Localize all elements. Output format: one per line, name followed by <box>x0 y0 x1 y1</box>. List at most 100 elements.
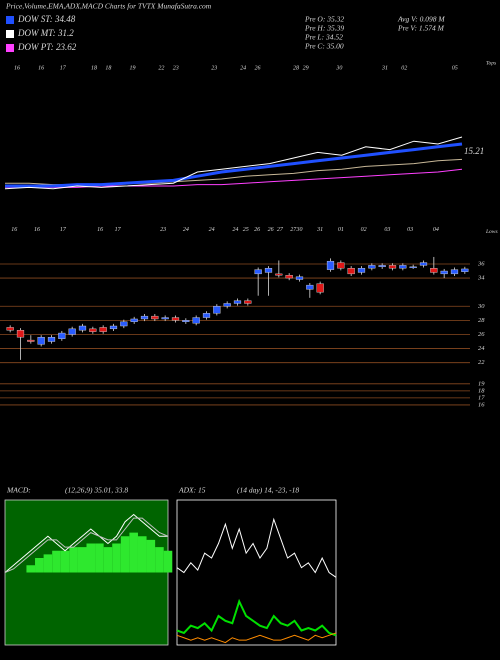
histogram-bar <box>43 554 53 573</box>
candle-body <box>161 317 169 320</box>
histogram-bar <box>120 536 130 573</box>
candle-body <box>130 318 138 322</box>
panel-subtitle: (12,26,9) 35.01, 33.8 <box>65 486 128 495</box>
series-line <box>4 136 463 190</box>
candle-body <box>99 327 107 332</box>
x-tick-label: 31 <box>316 227 323 233</box>
x-tick-label: 17 <box>60 65 67 71</box>
candle-body <box>378 265 386 268</box>
candle-body <box>357 268 366 273</box>
x-tick-label: 17 <box>60 227 67 233</box>
x-tick-label: 19 <box>129 65 135 71</box>
y-tick-label: 18 <box>478 387 485 394</box>
panel-title: MACD: <box>6 486 31 495</box>
x-tick-label: 31 <box>381 65 388 71</box>
legend-label: DOW ST: 34.48 <box>17 14 76 24</box>
stat-label: Pre C: 35.00 <box>304 42 344 51</box>
page-title: Price,Volume,EMA,ADX,MACD Charts for TVT… <box>5 2 212 11</box>
histogram-bar <box>60 550 70 573</box>
candle-body <box>337 262 345 269</box>
x-tick-label: 23 <box>211 65 217 71</box>
candle-body <box>264 268 273 273</box>
series-line <box>5 142 463 188</box>
x-tick-label: 03 <box>407 227 413 233</box>
series-line <box>5 168 463 188</box>
series-line <box>176 598 337 637</box>
x-tick-label: 04 <box>433 226 439 233</box>
candle-body <box>223 303 231 307</box>
histogram-bar <box>26 565 36 573</box>
candle-body <box>58 332 66 339</box>
x-tick-label: 03 <box>384 227 390 233</box>
y-tick-label: 17 <box>478 394 485 401</box>
x-tick-label: 17 <box>115 227 122 233</box>
panel-label: Tops <box>486 60 496 66</box>
x-tick-label: 18 <box>91 65 97 71</box>
candle-body <box>450 269 459 275</box>
histogram-bar <box>103 547 113 573</box>
x-tick-label: 24 <box>240 64 246 71</box>
stat-label: Pre O: 35.32 <box>304 15 344 24</box>
histogram-bar <box>35 558 44 573</box>
histogram-bar <box>137 536 147 573</box>
histogram-bar <box>129 532 138 573</box>
candle-body <box>388 265 397 269</box>
x-tick-label: 18 <box>105 65 111 71</box>
histogram-bar <box>155 547 164 573</box>
histogram-bar <box>69 547 78 573</box>
candle-body <box>47 337 56 342</box>
candle-body <box>68 328 76 335</box>
candle-body <box>440 270 448 275</box>
histogram-bar <box>86 543 96 573</box>
x-tick-label: 29 <box>303 65 309 71</box>
x-tick-label: 22 <box>158 65 164 71</box>
histogram-bar <box>77 547 87 573</box>
candle-body <box>140 315 149 320</box>
candle-body <box>182 320 190 322</box>
candle-body <box>89 328 97 332</box>
candle-body <box>368 265 376 269</box>
candle-body <box>461 268 469 272</box>
y-tick-label: 16 <box>478 401 485 408</box>
histogram-bar <box>112 543 121 573</box>
series-line <box>176 517 337 578</box>
x-tick-label: 30 <box>335 65 342 71</box>
x-tick-label: 24 <box>183 226 189 233</box>
x-tick-label: 02 <box>361 227 367 233</box>
panel-subtitle: (14 day) 14, -23, -18 <box>237 486 299 495</box>
annotation: 15.21 <box>464 146 484 156</box>
candle-body <box>244 300 252 304</box>
x-tick-label: 24 <box>209 226 215 233</box>
candle-body <box>151 315 159 320</box>
stat-label: Avg V: 0.098 M <box>397 15 445 24</box>
candle-body <box>27 339 35 342</box>
candle-body <box>6 327 14 331</box>
legend-label: DOW PT: 23.62 <box>17 42 77 52</box>
x-tick-label: 16 <box>34 227 40 233</box>
series-line <box>4 517 169 573</box>
series-line <box>176 632 337 644</box>
candle-body <box>430 268 438 273</box>
legend-swatch <box>6 44 14 52</box>
y-tick-label: 22 <box>478 359 485 366</box>
x-tick-label: 23 <box>160 227 166 233</box>
candle-body <box>419 262 428 266</box>
legend-swatch <box>6 16 14 24</box>
y-tick-label: 26 <box>478 331 485 338</box>
candle-body <box>409 266 417 269</box>
x-tick-label: 16 <box>97 227 103 233</box>
y-tick-label: 36 <box>477 260 485 267</box>
panel-background <box>176 499 337 646</box>
candle-body <box>109 325 118 330</box>
y-tick-label: 30 <box>477 303 485 310</box>
candle-body <box>326 260 335 270</box>
x-tick-label: 16 <box>38 65 44 71</box>
y-tick-label: 24 <box>478 345 485 352</box>
stat-label: Pre L: 34.52 <box>304 33 343 42</box>
candle-body <box>316 283 324 293</box>
panel-label: Lows <box>485 229 498 235</box>
candle-body <box>233 300 242 304</box>
stat-label: Pre H: 35.39 <box>304 24 344 33</box>
legend-swatch <box>6 30 14 38</box>
x-tick-label: 01 <box>338 227 344 233</box>
